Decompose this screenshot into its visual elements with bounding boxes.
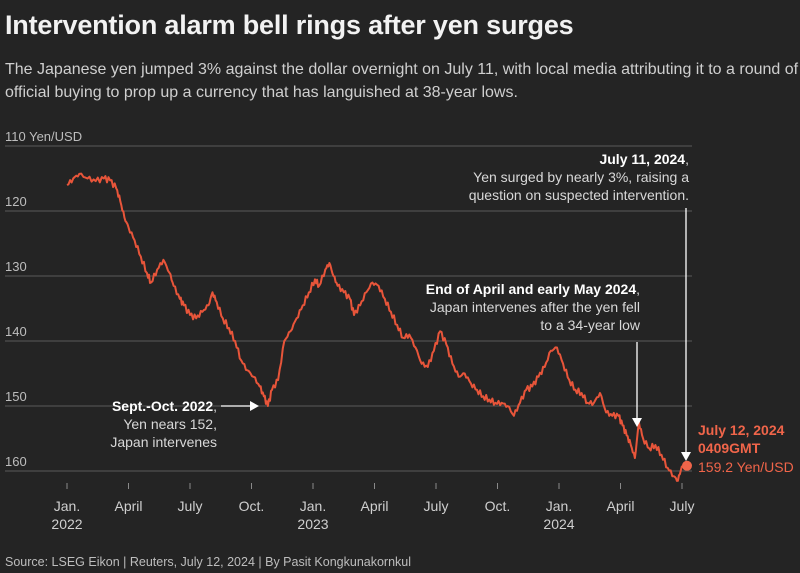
- x-tick-label: Oct.: [485, 498, 511, 514]
- y-axis-ticks: 110 Yen/USD 120 130 140 150 160: [5, 129, 82, 469]
- annotation-latest-date: July 12, 2024: [698, 422, 785, 438]
- x-tick-label: Oct.: [239, 498, 265, 514]
- x-tick-label: Jan.: [546, 498, 572, 514]
- arrow-apr2024-head: [632, 418, 642, 427]
- annotation-jul2024-line2: question on suspected intervention.: [469, 187, 689, 203]
- annotation-oct2022-heading: Sept.-Oct. 2022,: [112, 398, 217, 414]
- y-tick-label: 130: [5, 259, 27, 274]
- annotation-apr2024-line2: to a 34-year low: [540, 317, 640, 333]
- x-tick-year-label: 2022: [51, 516, 82, 532]
- y-tick-label: 160: [5, 454, 27, 469]
- x-tick-label: April: [114, 498, 142, 514]
- y-tick-label: 150: [5, 389, 27, 404]
- x-tick-label: April: [606, 498, 634, 514]
- gridlines: [5, 145, 692, 472]
- chart-title: Intervention alarm bell rings after yen …: [5, 10, 574, 40]
- y-tick-label: 140: [5, 324, 27, 339]
- arrow-jul2024-head: [681, 452, 691, 461]
- x-tick-label: April: [360, 498, 388, 514]
- chart-subtitle: The Japanese yen jumped 3% against the d…: [5, 61, 799, 101]
- annotation-apr2024-heading: End of April and early May 2024,: [426, 281, 640, 297]
- annotation-jul2024-line1: Yen surged by nearly 3%, raising a: [473, 169, 689, 185]
- annotation-jul2024-heading: July 11, 2024,: [599, 151, 689, 167]
- annotation-oct2022-line2: Japan intervenes: [110, 434, 217, 450]
- x-tick-year-label: 2024: [543, 516, 574, 532]
- annotation-latest-time: 0409GMT: [698, 440, 761, 456]
- annotation-latest-value: 159.2 Yen/USD: [698, 459, 794, 475]
- y-tick-label: 120: [5, 194, 27, 209]
- annotation-oct2022-line1: Yen nears 152,: [123, 416, 217, 432]
- latest-value-dot: [682, 460, 692, 471]
- source-credit: Source: LSEG Eikon | Reuters, July 12, 2…: [5, 555, 412, 569]
- x-tick-label: Jan.: [54, 498, 80, 514]
- x-axis-ticks: Jan. 2022 April July Oct. Jan. 2023 April July Oc…: [51, 483, 694, 532]
- y-tick-label: 110 Yen/USD: [5, 129, 82, 144]
- x-tick-label: July: [670, 498, 695, 514]
- yen-usd-line: [66, 172, 683, 482]
- x-tick-label: Jan.: [300, 498, 326, 514]
- x-tick-year-label: 2023: [297, 516, 328, 532]
- x-tick-label: July: [178, 498, 203, 514]
- annotation-apr2024-line1: Japan intervenes after the yen fell: [430, 299, 640, 315]
- x-tick-label: July: [424, 498, 449, 514]
- arrow-oct2022-head: [250, 401, 259, 411]
